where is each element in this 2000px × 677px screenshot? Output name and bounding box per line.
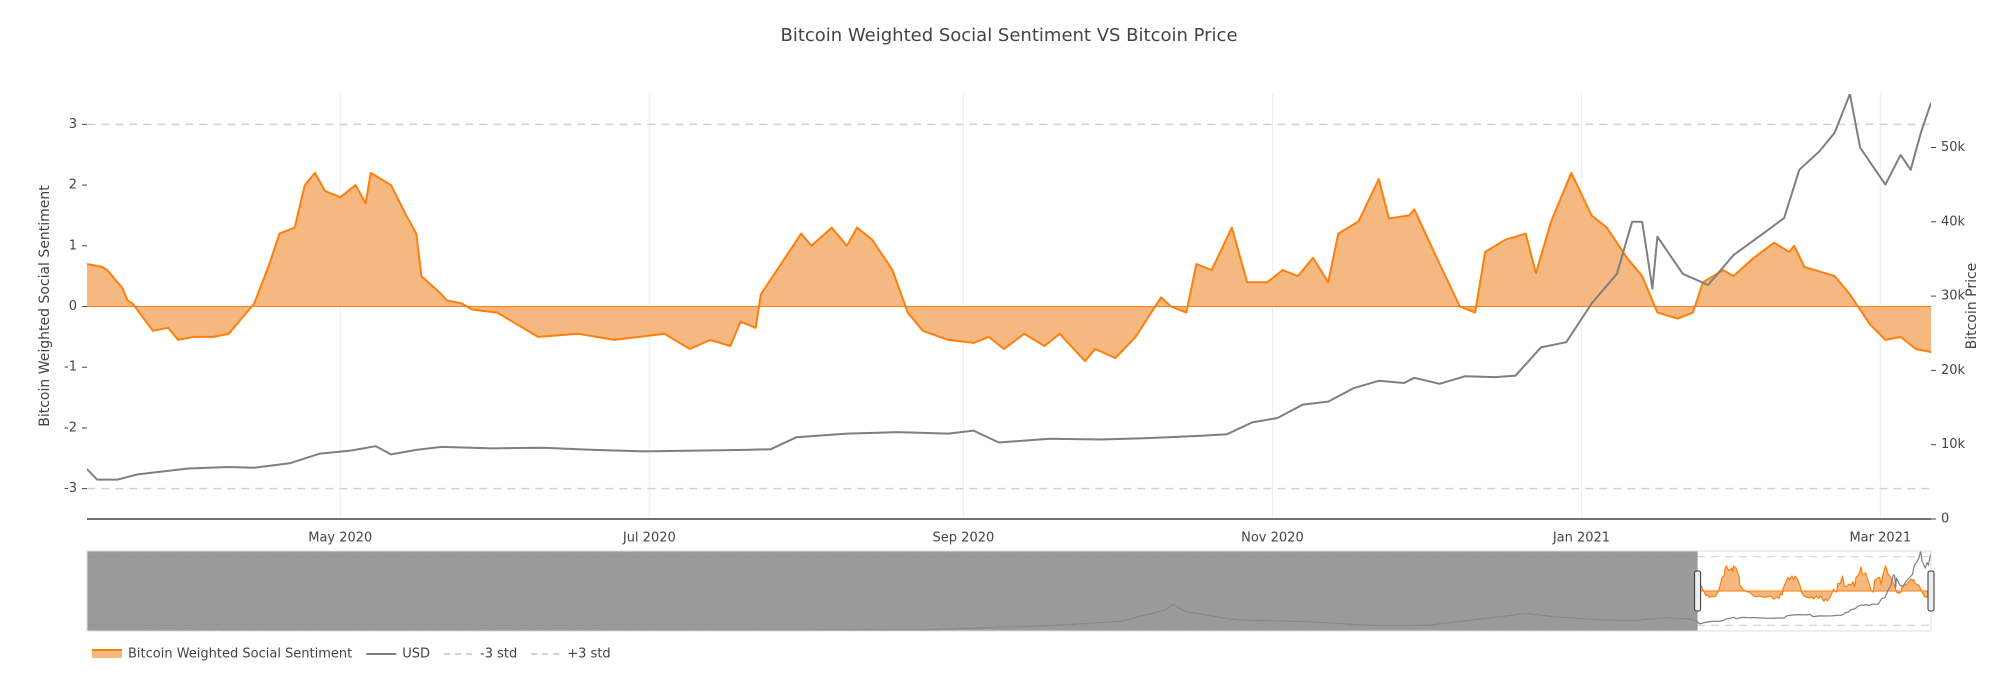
y2-tick-label: 10k xyxy=(1941,437,1966,452)
y-tick-label: 2 xyxy=(69,178,77,193)
x-tick-label: Jul 2020 xyxy=(622,531,676,546)
x-tick-label: Sep 2020 xyxy=(933,531,995,546)
x-tick-label: Mar 2021 xyxy=(1849,531,1911,546)
slider-mask xyxy=(87,551,1698,631)
y-tick-label: -2 xyxy=(64,420,77,435)
legend-swatch xyxy=(92,650,122,658)
y2-tick-label: 30k xyxy=(1941,289,1966,304)
x-tick-label: Nov 2020 xyxy=(1241,531,1304,546)
series-line xyxy=(87,94,1931,481)
y-tick-label: 1 xyxy=(69,238,77,253)
legend-label: USD xyxy=(402,647,430,662)
slider-handle[interactable] xyxy=(1694,570,1702,612)
y-tick-label: 3 xyxy=(69,117,77,132)
chart-title: Bitcoin Weighted Social Sentiment VS Bit… xyxy=(780,25,1237,46)
legend-label: -3 std xyxy=(480,647,517,662)
series-line xyxy=(87,171,1931,363)
y2-tick-label: 50k xyxy=(1941,140,1966,155)
legend: Bitcoin Weighted Social Sentiment USD -3 s… xyxy=(92,647,611,662)
legend-item[interactable]: Bitcoin Weighted Social Sentiment xyxy=(92,647,352,662)
y-tick-label: 0 xyxy=(69,299,77,314)
y2-tick-label: 40k xyxy=(1941,214,1966,229)
y2-tick-label: 20k xyxy=(1941,363,1966,378)
legend-item[interactable]: -3 std xyxy=(444,647,517,662)
legend-item[interactable]: +3 std xyxy=(531,647,611,662)
x-tick-label: May 2020 xyxy=(308,531,372,546)
legend-label: +3 std xyxy=(567,647,610,662)
axes: May 2020 Jul 2020 Sep 2020 Nov 2020 Jan 2021… xyxy=(64,117,1966,546)
legend-label: Bitcoin Weighted Social Sentiment xyxy=(128,647,352,662)
x-tick-label: Jan 2021 xyxy=(1552,531,1610,546)
slider-line xyxy=(1697,565,1931,602)
slider-handle[interactable] xyxy=(1927,570,1935,612)
y-axis-title: Bitcoin Weighted Social Sentiment xyxy=(37,185,53,427)
y-tick-label: -3 xyxy=(64,481,77,496)
legend-item[interactable]: USD xyxy=(366,647,430,662)
y2-axis-title: Bitcoin Price xyxy=(1964,263,1980,350)
range-slider[interactable] xyxy=(86,550,1935,632)
area-fill xyxy=(1697,565,1931,602)
plot-area xyxy=(87,94,1931,490)
y2-tick-label: 0 xyxy=(1941,512,1949,527)
area-fill xyxy=(87,172,1931,362)
y-tick-label: -1 xyxy=(64,360,77,375)
